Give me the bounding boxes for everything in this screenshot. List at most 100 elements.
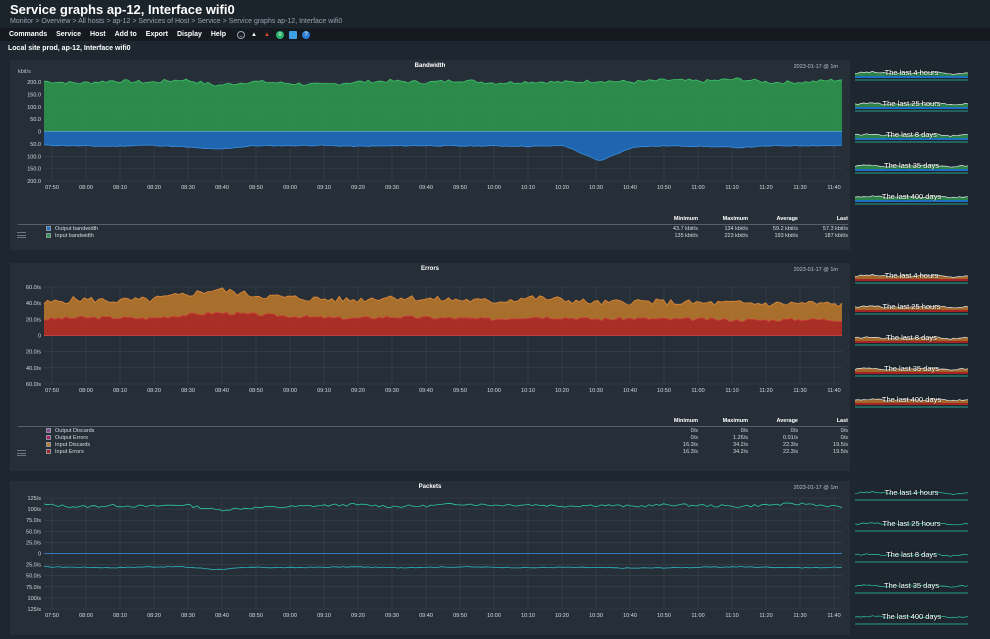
legend-last: 0/s (840, 427, 848, 434)
legend-swatch (46, 449, 51, 454)
x-tick-label: 08:20 (147, 388, 161, 394)
blue-square-icon[interactable] (289, 30, 298, 39)
y-tick-label: 60.0/s (26, 382, 41, 388)
packets-thumbnail-2[interactable]: The last 8 days (854, 546, 969, 572)
x-tick-label: 09:10 (317, 388, 331, 394)
legend-row-output-bandwidth[interactable]: Output bandwidth 43.7 kbit/s 134 kbit/s … (18, 225, 848, 232)
y-tick-label: 100/s (28, 596, 42, 602)
errors-thumbnail-4[interactable]: The last 400 days (854, 391, 969, 417)
thumbnail-line (854, 336, 969, 340)
x-tick-label: 08:20 (147, 185, 161, 191)
x-tick-label: 09:30 (385, 388, 399, 394)
bandwidth-thumbnail-0[interactable]: The last 4 hours (854, 64, 969, 90)
legend-row-input-discards[interactable]: Input Discards 16.3/s 34.2/s 22.3/s 19.5… (18, 441, 848, 448)
packets-thumbnail-3[interactable]: The last 35 days (854, 577, 969, 603)
errors-chart[interactable]: 60.0/s 40.0/s 20.0/s 0 20.0/s 40.0/s 60.0/s 07:… (10, 263, 850, 403)
menu-service[interactable]: Service (56, 31, 82, 38)
menu-export[interactable]: Export (145, 31, 168, 38)
menu-help[interactable]: Help (210, 31, 227, 38)
menu-add-to[interactable]: Add to (114, 31, 137, 38)
x-tick-label: 11:30 (793, 388, 806, 394)
legend-row-output-errors[interactable]: Output Errors 0/s 1.26/s 0.01/s 0/s (18, 434, 848, 441)
y-tick-label: 75.0/s (26, 585, 41, 591)
y-tick-label: 0 (38, 552, 41, 558)
thumbnail-area (855, 305, 968, 310)
thumbnail-sparkline (854, 522, 969, 532)
x-tick-label: 11:30 (793, 185, 806, 191)
x-tick-label: 08:50 (249, 613, 263, 619)
legend-row-output-discards[interactable]: Output Discards 0/s 0/s 0/s 0/s (18, 427, 848, 434)
packets-thumbnail-1[interactable]: The last 25 hours (854, 515, 969, 541)
bandwidth-thumbnail-3[interactable]: The last 35 days (854, 157, 969, 183)
thumbnail-sparkline (854, 71, 969, 81)
bandwidth-menu-icon[interactable] (17, 232, 26, 238)
x-tick-label: 09:00 (283, 388, 297, 394)
x-tick-label: 11:40 (827, 388, 840, 394)
output-bandwidth-area (44, 131, 842, 161)
errors-thumbnail-3[interactable]: The last 35 days (854, 360, 969, 386)
thumbnail-line (854, 584, 969, 588)
errors-thumbnail-0[interactable]: The last 4 hours (854, 267, 969, 293)
x-tick-label: 08:00 (79, 388, 93, 394)
legend-avg: 59.2 kbit/s (772, 225, 798, 232)
chevron-circle-icon[interactable]: ⌄ (237, 30, 246, 39)
errors-thumbnail-1[interactable]: The last 25 hours (854, 298, 969, 324)
menu-commands[interactable]: Commands (9, 31, 48, 38)
y-tick-label: 50.0/s (26, 529, 41, 535)
thumbnail-sparkline (854, 584, 969, 594)
warning-icon[interactable]: ▲ (251, 31, 257, 38)
bandwidth-unit: kbit/s (18, 69, 31, 75)
legend-max: 223 kbit/s (724, 232, 748, 239)
legend-max: 34.2/s (733, 441, 748, 448)
info-icon[interactable]: ? (302, 30, 311, 39)
legend-row-input-errors[interactable]: Input Errors 16.3/s 34.2/s 22.3/s 19.5/s (18, 448, 848, 455)
breadcrumb[interactable]: Monitor > Overview > All hosts > ap-12 >… (10, 18, 343, 25)
thumbnail-sparkline (854, 615, 969, 625)
errors-thumbnail-2[interactable]: The last 8 days (854, 329, 969, 355)
x-tick-label: 09:40 (419, 185, 433, 191)
y-tick-label: 0 (38, 130, 41, 136)
x-tick-label: 11:00 (691, 388, 704, 394)
thumbnail-label: The last 25 hours (882, 519, 941, 528)
errors-menu-icon[interactable] (17, 450, 26, 456)
thumbnail-line (854, 491, 969, 495)
packets-thumbnail-4[interactable]: The last 400 days (854, 608, 969, 634)
bandwidth-thumbnail-2[interactable]: The last 8 days (854, 126, 969, 152)
legend-swatch (46, 442, 51, 447)
thumbnail-label: The last 35 days (883, 364, 940, 373)
cone-icon[interactable]: ▲ (264, 31, 270, 38)
thumbnail-line (854, 367, 969, 371)
x-tick-label: 08:30 (181, 388, 195, 394)
packets-chart[interactable]: 125/s 100/s 75.0/s 50.0/s 25.0/s 0 25.0/s 50.0/… (10, 481, 850, 635)
thumbnail-area-2 (855, 107, 968, 109)
packets-thumbnail-0[interactable]: The last 4 hours (854, 484, 969, 510)
thumbnail-sparkline (854, 367, 969, 377)
legend-swatch (46, 226, 51, 231)
x-tick-label: 09:00 (283, 185, 297, 191)
x-tick-label: 07:50 (45, 388, 59, 394)
legend-max: 0/s (740, 427, 748, 434)
bandwidth-thumbnail-1[interactable]: The last 25 hours (854, 95, 969, 121)
green-status-icon[interactable]: ≡ (276, 30, 285, 39)
y-tick-label: 100.0 (27, 154, 41, 160)
menu-display[interactable]: Display (176, 31, 202, 38)
x-tick-label: 08:00 (79, 185, 93, 191)
thumbnail-sparkline (854, 305, 969, 315)
bandwidth-chart[interactable]: 200.0 150.0 100.0 50.0 0 50.0 100.0 150.0 200.0 0… (10, 60, 850, 200)
thumbnail-label: The last 4 hours (884, 488, 939, 497)
thumbnail-area-2 (855, 372, 968, 374)
y-tick-label: 20.0/s (26, 317, 41, 323)
menu-host[interactable]: Host (90, 31, 106, 38)
thumbnail-line (854, 71, 969, 75)
legend-series-name: Input bandwidth (55, 232, 94, 239)
legend-col-max: Maximum (722, 216, 748, 222)
x-tick-label: 09:40 (419, 388, 433, 394)
x-tick-label: 09:30 (385, 613, 399, 619)
thumbnail-line (854, 553, 969, 557)
x-tick-label: 08:10 (113, 613, 127, 619)
x-tick-label: 07:50 (45, 185, 59, 191)
x-tick-label: 08:20 (147, 613, 161, 619)
legend-row-input-bandwidth[interactable]: Input bandwidth 135 kbit/s 223 kbit/s 19… (18, 232, 848, 239)
bandwidth-thumbnail-4[interactable]: The last 400 days (854, 188, 969, 214)
y-tick-label: 50.0 (30, 142, 41, 148)
